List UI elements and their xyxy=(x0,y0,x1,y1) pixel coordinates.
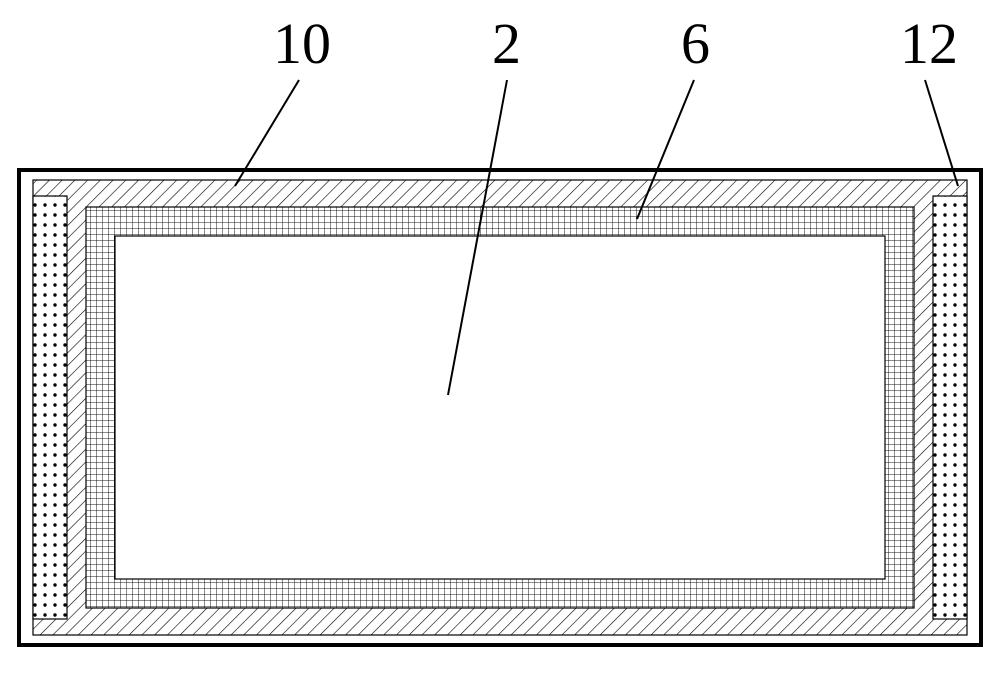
label-6: 6 xyxy=(681,10,710,77)
layer-12-right xyxy=(933,196,967,619)
label-2: 2 xyxy=(492,10,521,77)
label-12: 12 xyxy=(900,10,958,77)
diagram-svg xyxy=(0,0,1000,674)
label-10: 10 xyxy=(273,10,331,77)
layer-12-left xyxy=(33,196,67,619)
region-2-hole xyxy=(115,236,885,579)
